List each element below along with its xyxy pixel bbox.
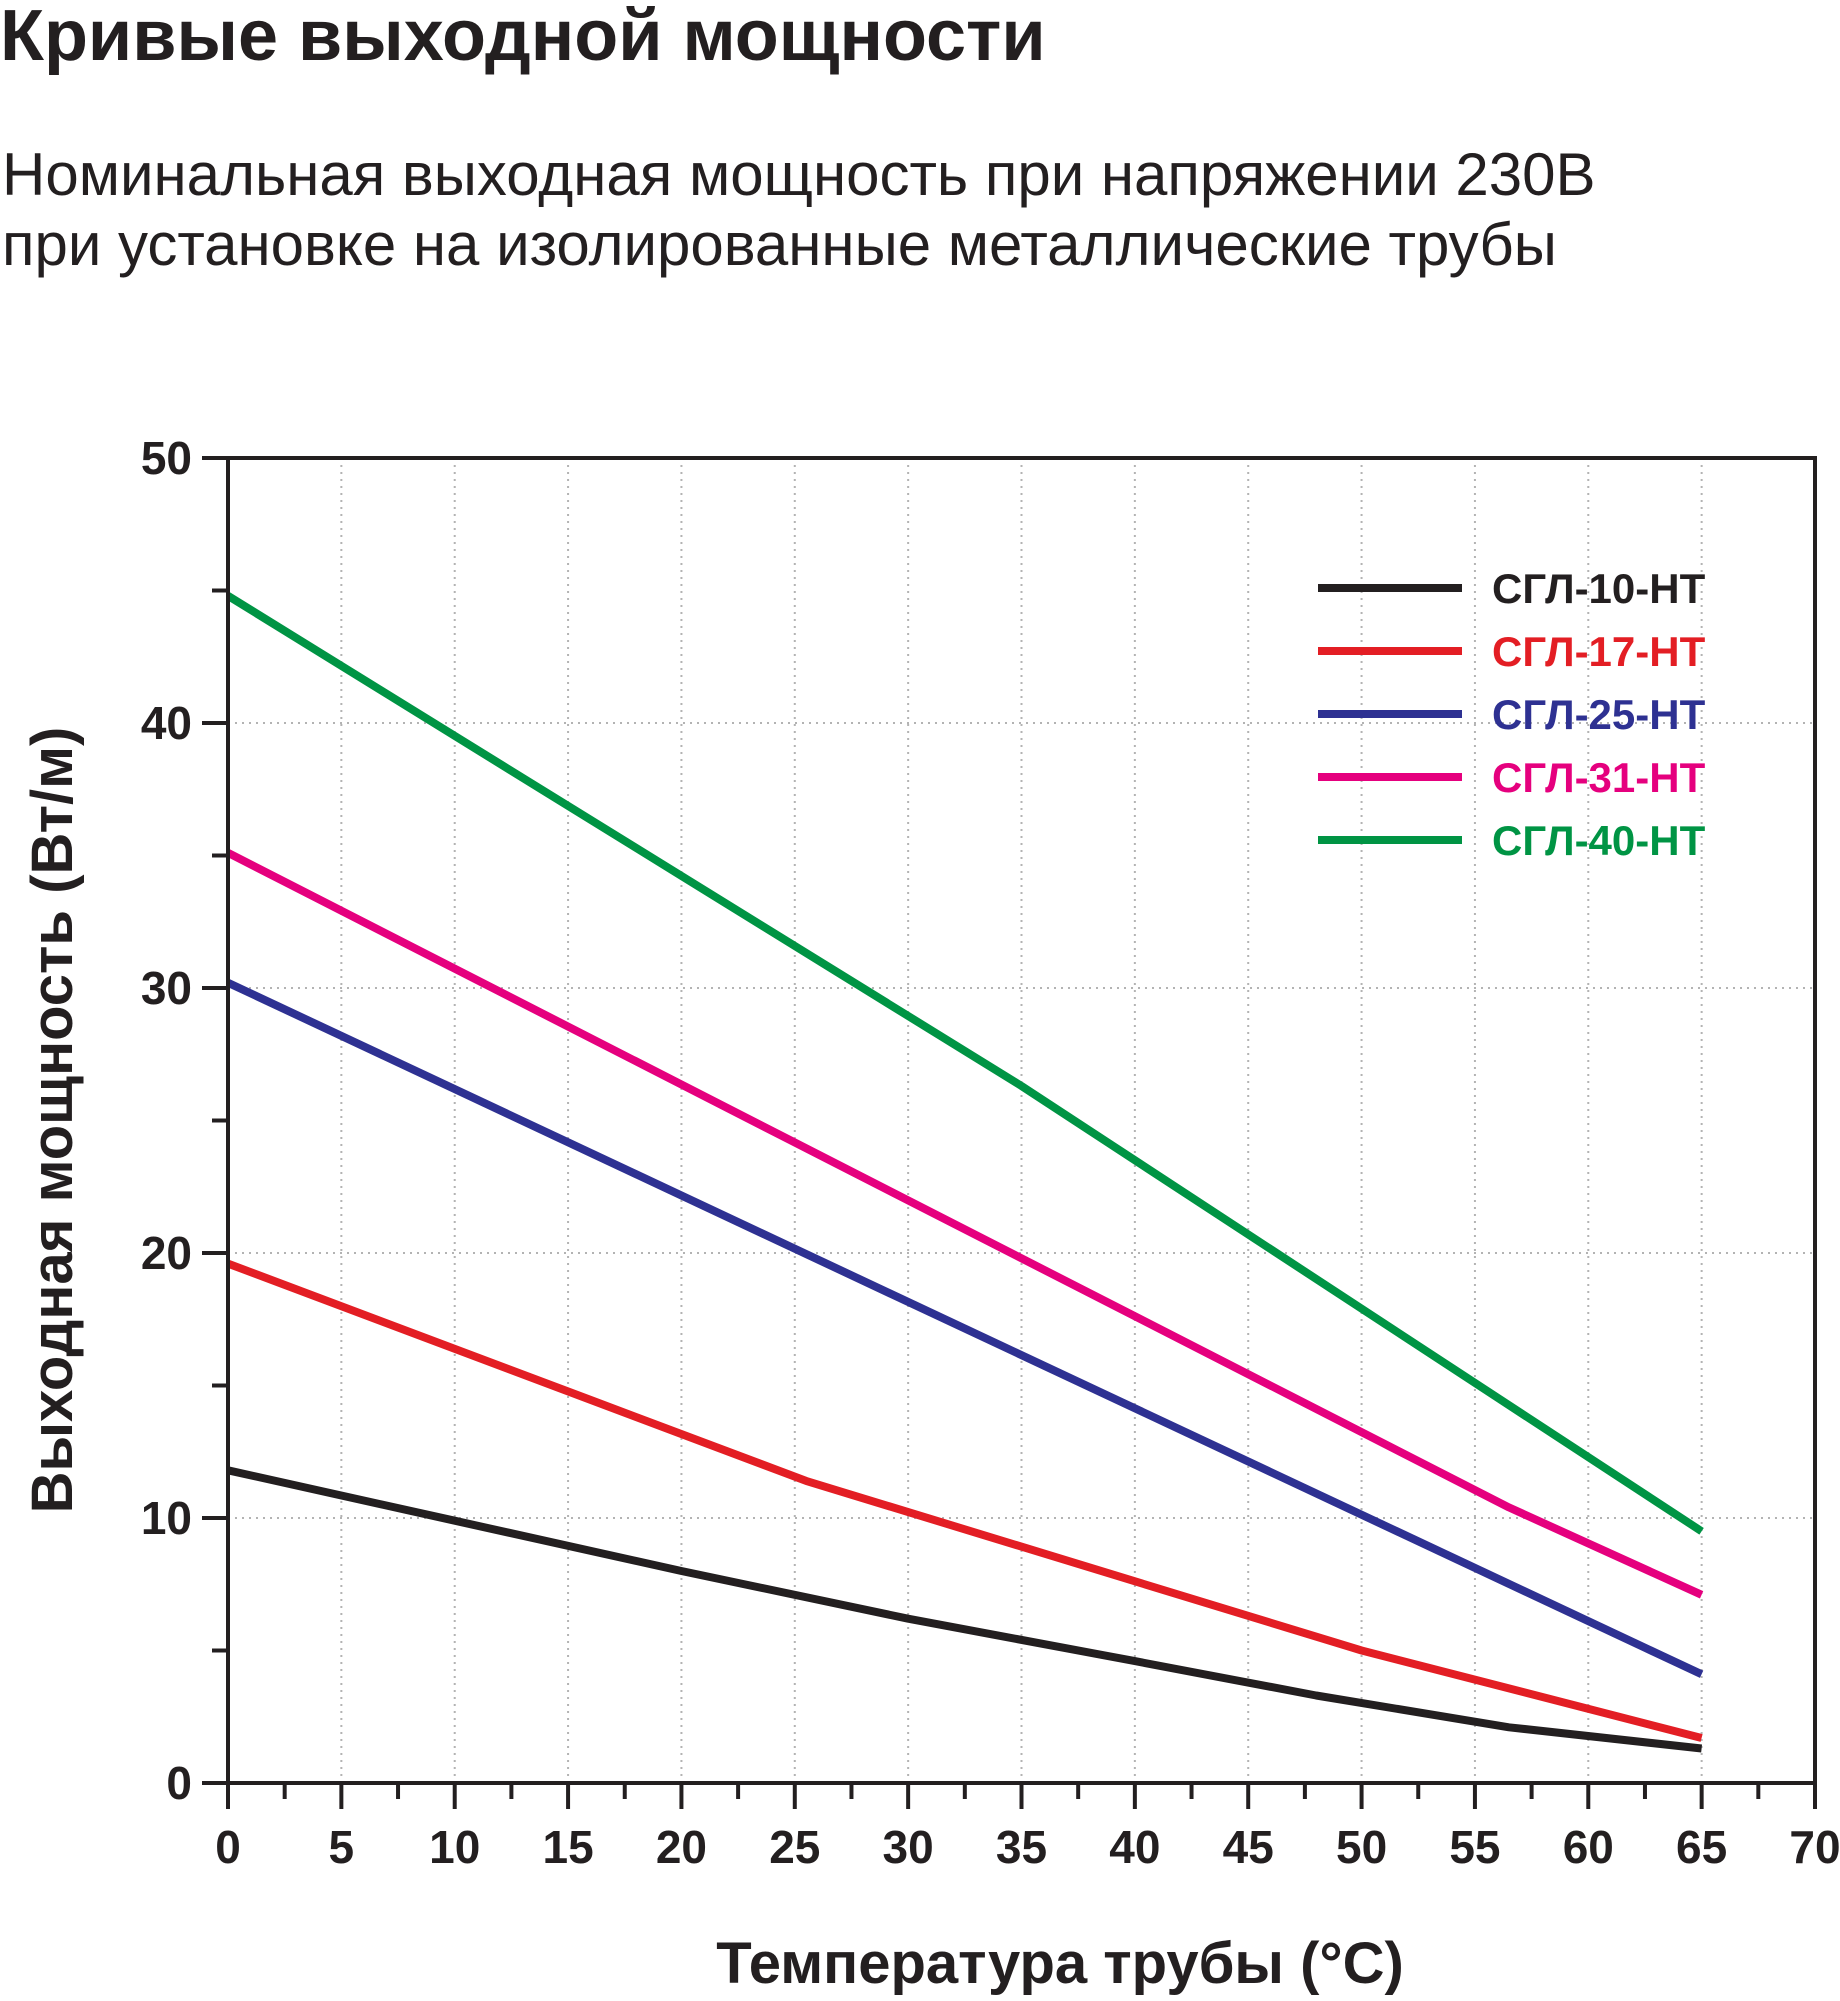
x-tick-label: 25 — [769, 1821, 820, 1873]
subtitle-line-2: при установке на изолированные металличе… — [2, 211, 1557, 278]
x-tick-label: 65 — [1676, 1821, 1727, 1873]
series-line — [226, 1259, 1703, 1742]
y-tick-label: 50 — [141, 432, 192, 484]
x-tick-label: 15 — [542, 1821, 593, 1873]
legend-label: СГЛ-40-НТ — [1492, 817, 1706, 864]
y-tick-labels: 0 10 20 30 40 50 — [141, 432, 192, 1809]
series-line — [227, 1466, 1703, 1753]
x-tick-label: 10 — [429, 1821, 480, 1873]
x-tick-label: 45 — [1223, 1821, 1274, 1873]
x-tick-label: 0 — [215, 1821, 241, 1873]
subtitle-line-1: Номинальная выходная мощность при напряж… — [2, 141, 1596, 208]
legend-label: СГЛ-17-НТ — [1492, 628, 1706, 675]
y-tick-label: 20 — [141, 1227, 192, 1279]
page-title: Кривые выходной мощности — [0, 0, 1046, 76]
y-tick-label: 40 — [141, 697, 192, 749]
y-tick-label: 30 — [141, 962, 192, 1014]
series-line — [226, 979, 1704, 1678]
x-tick-label: 55 — [1449, 1821, 1500, 1873]
x-tick-label: 30 — [883, 1821, 934, 1873]
x-tick-label: 70 — [1789, 1821, 1840, 1873]
x-tick-label: 35 — [996, 1821, 1047, 1873]
x-tick-label: 20 — [656, 1821, 707, 1873]
series-lines — [225, 592, 1704, 1753]
series-line — [226, 849, 1704, 1599]
x-tick-labels: 0 5 10 15 20 25 30 35 40 45 50 55 60 65 70 — [215, 1821, 1840, 1873]
y-tick-label: 0 — [166, 1757, 192, 1809]
x-axis-title: Температура трубы (°C) — [716, 1931, 1404, 1996]
x-tick-label: 40 — [1109, 1821, 1160, 1873]
y-tick-label: 10 — [141, 1492, 192, 1544]
x-tick-label: 50 — [1336, 1821, 1387, 1873]
page-subtitle: Номинальная выходная мощность при напряж… — [2, 140, 1596, 280]
x-tick-label: 60 — [1563, 1821, 1614, 1873]
legend-label: СГЛ-31-НТ — [1492, 754, 1706, 801]
legend-label: СГЛ-25-НТ — [1492, 691, 1706, 738]
legend-label: СГЛ-10-НТ — [1492, 565, 1706, 612]
axis-ticks — [202, 456, 1817, 1809]
legend: СГЛ-10-НТ СГЛ-17-НТ СГЛ-25-НТ СГЛ-31-НТ СГЛ-… — [1318, 565, 1706, 864]
series-line — [225, 592, 1704, 1535]
x-tick-label: 5 — [329, 1821, 355, 1873]
y-axis-title: Выходная мощность (Вт/м) — [20, 727, 85, 1514]
